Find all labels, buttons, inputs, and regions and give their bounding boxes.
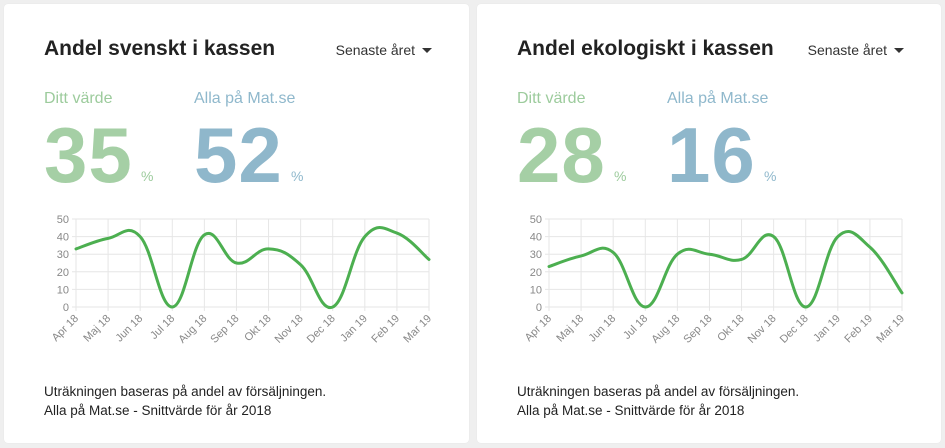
all-users-label: Alla på Mat.se [194,90,296,107]
card-swedish-share: Andel svenskt i kassen Senaste året Ditt… [4,4,469,443]
x-tick-label: Nov 18 [273,313,306,346]
x-tick-label: Feb 19 [369,313,402,346]
card-title: Andel ekologiskt i kassen [517,37,774,60]
data-point [139,235,142,238]
data-point [901,291,904,294]
data-point [363,235,366,238]
data-point [868,246,871,249]
period-dropdown[interactable]: Senaste året [336,42,432,58]
card-title: Andel svenskt i kassen [44,37,276,60]
all-users-value: 16 [667,111,756,199]
data-point [75,247,78,250]
y-tick-label: 10 [530,284,542,296]
card-organic-share: Andel ekologiskt i kassen Senaste året D… [477,4,941,443]
x-tick-label: Jun 18 [113,313,145,345]
footnote-line-2: Alla på Mat.se - Snittvärde för år 2018 [517,403,745,418]
data-point [428,258,431,261]
footnote: Uträkningen baseras på andel av försäljn… [44,382,326,420]
footnote-line-1: Uträkningen baseras på andel av försäljn… [44,384,327,399]
y-tick-label: 20 [57,267,69,279]
data-point [836,235,839,238]
footnote: Uträkningen baseras på andel av försäljn… [517,382,799,420]
all-users-label: Alla på Mat.se [667,90,769,107]
y-tick-label: 20 [530,267,542,279]
y-tick-label: 50 [530,214,542,226]
data-point [804,306,807,309]
x-tick-label: Maj 18 [81,313,113,345]
y-tick-label: 30 [530,249,542,261]
x-tick-label: Sep 18 [208,313,241,346]
all-users-unit: % [291,168,304,184]
x-tick-label: Mar 19 [874,313,907,346]
your-value: 28 [517,111,606,199]
data-point [267,247,270,250]
all-users-unit: % [764,168,777,184]
x-tick-label: Dec 18 [778,313,811,346]
y-tick-label: 0 [536,302,542,314]
x-tick-label: Jan 19 [811,313,843,345]
all-users-value: 52 [194,111,283,199]
x-tick-label: Jul 18 [148,313,177,342]
x-tick-label: Aug 18 [176,313,209,346]
x-tick-label: Nov 18 [746,313,779,346]
period-label: Senaste året [335,42,415,58]
footnote-line-2: Alla på Mat.se - Snittvärde för år 2018 [44,403,272,418]
x-tick-label: Jul 18 [621,313,650,342]
caret-down-icon [422,47,432,53]
x-tick-label: Jan 19 [338,313,370,345]
data-point [580,254,583,257]
data-point [395,232,398,235]
series-line [547,230,904,309]
caret-down-icon [894,47,904,53]
series-line [74,226,431,309]
data-point [299,263,302,266]
data-point [548,265,551,268]
footnote-line-1: Uträkningen baseras på andel av försäljn… [517,384,800,399]
data-point [644,306,647,309]
your-value-unit: % [141,168,154,184]
x-tick-label: Okt 18 [242,313,273,344]
y-tick-label: 30 [57,249,69,261]
your-value-unit: % [614,168,627,184]
x-tick-label: Jun 18 [586,313,618,345]
your-value: 35 [44,111,133,199]
x-tick-label: Maj 18 [554,313,586,345]
period-dropdown[interactable]: Senaste året [808,42,904,58]
x-tick-label: Feb 19 [842,313,875,346]
your-value-label: Ditt värde [44,90,113,107]
x-tick-label: Dec 18 [305,313,338,346]
data-point [740,258,743,261]
period-label: Senaste året [807,42,887,58]
data-point [107,237,110,240]
x-tick-label: Apr 18 [50,313,81,344]
y-tick-label: 0 [63,302,69,314]
data-point [708,253,711,256]
data-point [676,253,679,256]
data-point [331,306,334,309]
x-tick-label: Apr 18 [523,313,554,344]
data-point [772,235,775,238]
y-tick-label: 40 [57,232,69,244]
x-tick-label: Sep 18 [681,313,714,346]
y-tick-label: 50 [57,214,69,226]
data-point [203,233,206,236]
your-value-label: Ditt värde [517,90,586,107]
x-tick-label: Okt 18 [715,313,746,344]
data-point [171,306,174,309]
x-tick-label: Mar 19 [401,313,434,346]
data-point [612,251,615,254]
x-tick-label: Aug 18 [649,313,682,346]
data-point [235,262,238,265]
y-tick-label: 10 [57,284,69,296]
y-tick-label: 40 [530,232,542,244]
